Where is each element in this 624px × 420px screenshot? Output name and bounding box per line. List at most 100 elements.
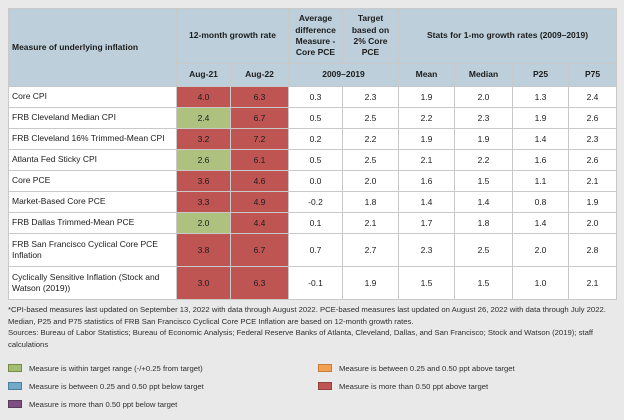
measure-label: Market-Based Core PCE (8, 191, 177, 213)
avg-diff-cell: 0.3 (288, 86, 343, 108)
aug21-cell: 3.8 (176, 233, 231, 267)
legend-swatch-purple (8, 400, 22, 408)
aug22-cell: 6.3 (230, 266, 289, 300)
aug21-cell: 2.4 (176, 107, 231, 129)
mean-cell: 1.4 (398, 191, 455, 213)
legend-column-left: Measure is within target range (-/+0.25 … (8, 364, 318, 418)
measure-label: Atlanta Fed Sticky CPI (8, 149, 177, 171)
col-subheader-p25: P25 (512, 63, 569, 87)
p75-cell: 2.3 (567, 128, 618, 150)
p75-cell: 2.1 (567, 266, 618, 300)
aug21-cell: 4.0 (176, 86, 231, 108)
col-header-stats: Stats for 1-mo growth rates (2009–2019) (397, 8, 618, 64)
aug22-cell: 4.6 (230, 170, 289, 192)
mean-cell: 2.2 (398, 107, 455, 129)
legend-item-above-025-050: Measure is between 0.25 and 0.50 ppt abo… (318, 363, 616, 373)
p25-cell: 0.8 (512, 191, 569, 213)
legend-item-within-target: Measure is within target range (-/+0.25 … (8, 363, 318, 373)
measure-label: FRB San Francisco Cyclical Core PCE Infl… (8, 233, 177, 267)
legend-label: Measure is within target range (-/+0.25 … (29, 363, 203, 373)
legend-swatch-green (8, 364, 22, 372)
median-cell: 1.5 (454, 170, 513, 192)
table-row: FRB Dallas Trimmed-Mean PCE 2.0 4.4 0.1 … (8, 212, 618, 234)
target-cell: 2.1 (342, 212, 399, 234)
legend: Measure is within target range (-/+0.25 … (8, 364, 616, 418)
avg-diff-cell: -0.1 (288, 266, 343, 300)
col-header-measure: Measure of underlying inflation (8, 8, 177, 87)
p25-cell: 1.4 (512, 212, 569, 234)
aug21-cell: 2.0 (176, 212, 231, 234)
legend-label: Measure is more than 0.50 ppt above targ… (339, 381, 489, 391)
target-cell: 2.3 (342, 86, 399, 108)
aug22-cell: 6.1 (230, 149, 289, 171)
aug22-cell: 4.4 (230, 212, 289, 234)
p75-cell: 2.8 (567, 233, 618, 267)
underlying-inflation-table: Measure of underlying inflation 12-month… (8, 8, 618, 300)
aug21-cell: 3.0 (176, 266, 231, 300)
median-cell: 1.8 (454, 212, 513, 234)
table-row: Core CPI 4.0 6.3 0.3 2.3 1.9 2.0 1.3 2.4 (8, 86, 618, 108)
p25-cell: 1.6 (512, 149, 569, 171)
p25-cell: 1.1 (512, 170, 569, 192)
aug22-cell: 6.3 (230, 86, 289, 108)
p75-cell: 2.0 (567, 212, 618, 234)
avg-diff-cell: 0.7 (288, 233, 343, 267)
aug22-cell: 6.7 (230, 233, 289, 267)
legend-label: Measure is more than 0.50 ppt below targ… (29, 399, 178, 409)
legend-swatch-red (318, 382, 332, 390)
avg-diff-cell: 0.0 (288, 170, 343, 192)
legend-column-right: Measure is between 0.25 and 0.50 ppt abo… (318, 364, 616, 418)
footnote-sources: Sources: Bureau of Labor Statistics; Bur… (8, 328, 593, 349)
table-row: FRB Cleveland 16% Trimmed-Mean CPI 3.2 7… (8, 128, 618, 150)
aug21-cell: 2.6 (176, 149, 231, 171)
col-subheader-period: 2009–2019 (288, 63, 399, 87)
avg-diff-cell: 0.1 (288, 212, 343, 234)
col-header-avg-difference: Average difference Measure - Core PCE (288, 8, 343, 64)
legend-label: Measure is between 0.25 and 0.50 ppt bel… (29, 381, 204, 391)
aug21-cell: 3.6 (176, 170, 231, 192)
target-cell: 2.5 (342, 149, 399, 171)
footnote-update-note: *CPI-based measures last updated on Sept… (8, 305, 606, 326)
median-cell: 1.9 (454, 128, 513, 150)
table-row: Cyclically Sensitive Inflation (Stock an… (8, 266, 618, 300)
measure-label: Core CPI (8, 86, 177, 108)
p25-cell: 1.0 (512, 266, 569, 300)
measure-label: FRB Cleveland Median CPI (8, 107, 177, 129)
p75-cell: 2.6 (567, 107, 618, 129)
avg-diff-cell: 0.5 (288, 107, 343, 129)
header-row-1: Measure of underlying inflation 12-month… (8, 8, 618, 87)
p25-cell: 2.0 (512, 233, 569, 267)
measure-label: Core PCE (8, 170, 177, 192)
table-row: FRB San Francisco Cyclical Core PCE Infl… (8, 233, 618, 267)
mean-cell: 1.9 (398, 128, 455, 150)
p75-cell: 1.9 (567, 191, 618, 213)
mean-cell: 2.1 (398, 149, 455, 171)
aug22-cell: 7.2 (230, 128, 289, 150)
col-subheader-p75: P75 (567, 63, 618, 87)
legend-swatch-blue (8, 382, 22, 390)
avg-diff-cell: -0.2 (288, 191, 343, 213)
header-row-2: Aug-21 Aug-22 2009–2019 Mean Median P25 … (9, 63, 618, 87)
legend-swatch-orange (318, 364, 332, 372)
median-cell: 1.5 (454, 266, 513, 300)
footnotes: *CPI-based measures last updated on Sept… (8, 304, 614, 350)
p25-cell: 1.4 (512, 128, 569, 150)
median-cell: 1.4 (454, 191, 513, 213)
target-cell: 2.5 (342, 107, 399, 129)
measure-label: Cyclically Sensitive Inflation (Stock an… (8, 266, 177, 300)
p75-cell: 2.6 (567, 149, 618, 171)
col-subheader-median: Median (454, 63, 513, 87)
legend-item-below-025-050: Measure is between 0.25 and 0.50 ppt bel… (8, 381, 318, 391)
legend-label: Measure is between 0.25 and 0.50 ppt abo… (339, 363, 515, 373)
mean-cell: 2.3 (398, 233, 455, 267)
mean-cell: 1.7 (398, 212, 455, 234)
median-cell: 2.2 (454, 149, 513, 171)
aug21-cell: 3.3 (176, 191, 231, 213)
table-row: Core PCE 3.6 4.6 0.0 2.0 1.6 1.5 1.1 2.1 (8, 170, 618, 192)
median-cell: 2.0 (454, 86, 513, 108)
p25-cell: 1.3 (512, 86, 569, 108)
col-subheader-aug22: Aug-22 (230, 63, 289, 87)
aug21-cell: 3.2 (176, 128, 231, 150)
col-header-growth-rate: 12-month growth rate (176, 8, 289, 64)
